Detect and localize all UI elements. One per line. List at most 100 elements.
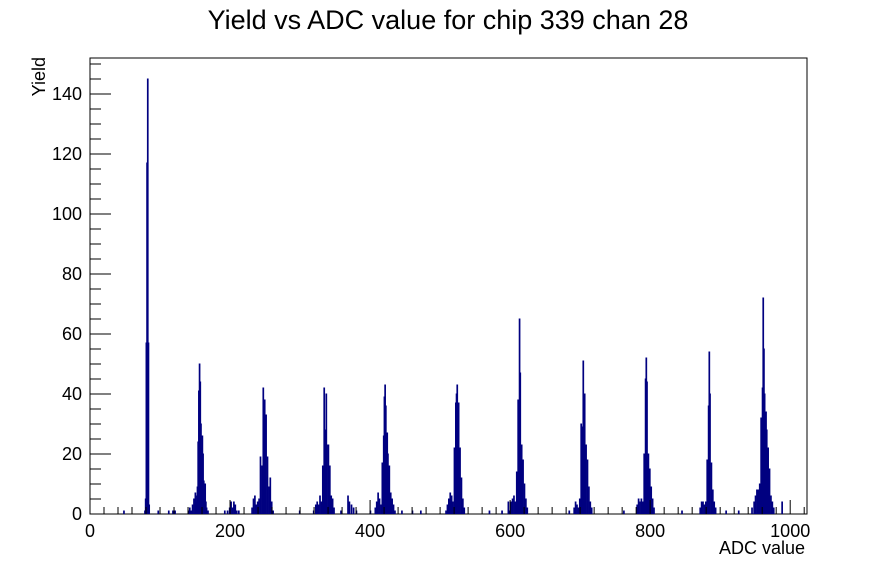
histogram-bars [123,78,783,514]
histogram-bin [519,372,522,514]
y-tick-label: 60 [62,324,82,344]
histogram-bin [515,471,518,514]
histogram-bin [449,492,452,514]
histogram-bin [517,399,520,514]
histogram-bin [448,498,450,514]
histogram-bin [640,498,643,514]
histogram-bin [261,465,263,514]
histogram-bin [758,483,761,514]
histogram-bin [266,456,269,514]
histogram-bin [272,510,274,514]
histogram-bin [331,498,334,514]
y-tick-label: 100 [52,204,82,224]
histogram-bin [333,507,335,514]
histogram-bin [321,465,324,514]
histogram-bin [123,510,125,514]
histogram-bin [378,498,381,514]
histogram-bin [157,510,160,514]
histogram-bin [511,498,514,514]
histogram-bin [234,504,237,514]
histogram-bin [252,498,255,514]
histogram-bin [452,501,454,514]
x-tick-label: 800 [635,521,665,541]
histogram-bin [350,504,353,514]
histogram-bin [377,492,379,514]
histogram-bin [751,507,753,514]
y-tick-label: 120 [52,144,82,164]
histogram-bin [259,456,262,514]
histogram-bin [582,360,585,514]
histogram-bin [463,507,466,514]
histogram-bin [320,501,323,514]
histogram-bin [459,447,461,514]
histogram-bin [514,501,517,514]
histogram-bin [327,444,330,514]
y-tick-label: 40 [62,384,82,404]
histogram-bin [450,495,453,514]
histogram-bin [781,501,783,514]
histogram-bin [190,510,193,514]
histogram-bin [700,501,703,514]
histogram-bin [760,417,762,514]
histogram-bin [445,510,447,514]
histogram-bin [643,453,646,514]
histogram-bin [388,465,391,514]
histogram-bin [578,498,581,514]
histogram-bin [174,510,176,514]
histogram-bin [765,429,768,514]
histogram-bin [699,507,702,514]
histogram-bin [387,453,389,514]
histogram-bin [235,510,238,514]
chart-title: Yield vs ADC value for chip 339 chan 28 [208,5,689,35]
histogram-bin [507,501,510,514]
histogram-bin [590,507,593,514]
histogram-bin [771,501,774,514]
histogram-bin [204,483,207,514]
histogram-bin [262,387,265,514]
histogram-bin [651,498,654,514]
y-tick-label: 140 [52,84,82,104]
histogram-bin [319,495,321,514]
histogram-bin [588,486,590,514]
histogram-bin [381,462,384,514]
x-axis: 0 200 400 600 800 1000 [85,500,810,541]
y-tick-label: 20 [62,444,82,464]
histogram-bin [254,495,256,514]
histogram-bin [392,504,395,514]
histogram-bin [711,489,714,514]
histogram-bin [653,507,655,514]
histogram-bin [710,462,713,514]
histogram-bin [384,405,387,514]
histogram-bin [193,498,195,514]
histogram-bin [230,501,232,514]
histogram-bin [737,510,740,514]
histogram-bin [231,507,234,514]
histogram-bin [522,459,524,514]
histogram-bin [314,504,317,514]
x-tick-label: 0 [85,521,95,541]
histogram-bin [265,414,267,514]
histogram-bin [646,381,648,514]
histogram-bin [770,495,772,514]
histogram-bin [577,507,580,514]
x-axis-label: ADC value [719,538,805,558]
histogram-bin [636,504,639,514]
y-axis-label: Yield [29,57,49,96]
histogram-bin [446,504,449,514]
histogram-bin [453,447,456,514]
histogram-bin [647,453,650,514]
histogram-bin [768,468,771,514]
histogram-bin [374,507,377,514]
histogram-bin [268,486,270,514]
histogram-bin [167,510,170,514]
histogram-bin [269,477,272,514]
histogram-bin [580,423,583,514]
histogram-bin [648,468,651,514]
histogram-bin [352,507,355,514]
x-tick-label: 600 [495,521,525,541]
histogram-bin [623,510,625,514]
histogram-bin [375,501,378,514]
histogram-bin [725,510,727,514]
histogram-bin [488,510,491,514]
